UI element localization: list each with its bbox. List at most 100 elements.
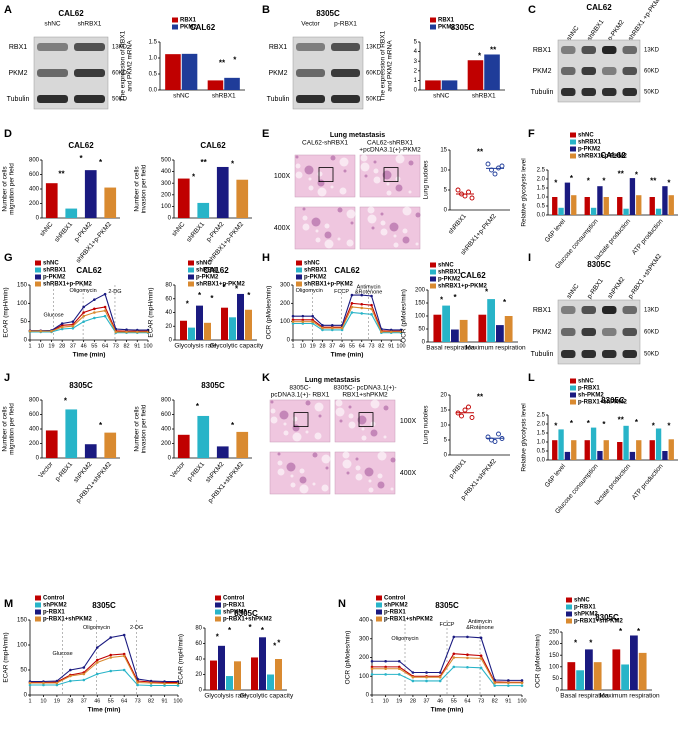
legend-swatch xyxy=(215,616,221,622)
legend-swatch xyxy=(215,602,221,608)
chart-title: CAL62 xyxy=(200,141,226,150)
point xyxy=(176,682,180,685)
panel-label: H xyxy=(262,252,270,264)
point xyxy=(93,307,96,311)
series-line xyxy=(293,302,401,332)
x-tick-label: 100 xyxy=(517,698,526,704)
point xyxy=(95,661,99,664)
bar xyxy=(655,428,662,460)
point xyxy=(466,653,469,656)
tissue-texture xyxy=(350,221,354,225)
bar xyxy=(571,440,577,460)
blot-title: CAL62 xyxy=(586,3,612,12)
y-tick-label: 600 xyxy=(161,412,172,418)
legend-label: shNC xyxy=(304,261,320,267)
bar xyxy=(576,670,584,690)
dot xyxy=(499,436,505,441)
panel-label: I xyxy=(528,252,531,264)
point xyxy=(384,659,387,663)
tissue-texture xyxy=(290,474,294,478)
x-tick-label: lactate production xyxy=(594,463,633,507)
point xyxy=(520,684,524,687)
image-caption: CAL62-shRBX1 xyxy=(302,140,348,147)
point xyxy=(109,653,113,657)
series-line xyxy=(30,293,148,332)
x-tick-label: 55 xyxy=(108,698,114,704)
tissue-texture xyxy=(393,234,397,238)
point xyxy=(60,322,64,325)
tissue-texture xyxy=(317,171,323,177)
size-label: 13KD xyxy=(644,308,660,314)
annotation: * xyxy=(231,160,235,169)
x-tick-label: 73 xyxy=(368,343,374,349)
annotation: * xyxy=(210,294,214,303)
x-tick-label: Glycolytic capacity xyxy=(240,693,294,700)
size-label: 60KD xyxy=(644,330,660,336)
x-tick-label: 73 xyxy=(113,343,119,349)
annotation: * xyxy=(261,626,265,635)
point xyxy=(438,671,442,674)
panel-label: M xyxy=(4,598,13,610)
legend-label: shPKM2 xyxy=(223,610,247,616)
y-tick-label: 400 xyxy=(161,427,172,433)
y-tick-label: 0.0 xyxy=(149,88,158,94)
tissue-texture xyxy=(346,239,354,247)
annotation: ** xyxy=(650,176,657,185)
y-tick-label: 100 xyxy=(280,319,291,325)
legend-swatch xyxy=(188,260,194,266)
y-tick-label: 80 xyxy=(195,626,202,632)
annotation: * xyxy=(192,173,196,182)
tissue-texture xyxy=(295,155,299,159)
series-line xyxy=(30,653,178,684)
annotation: &Rotenone xyxy=(355,290,383,296)
tissue-texture xyxy=(382,170,392,180)
x-tick-label: shRBX1 xyxy=(212,93,236,100)
y-tick-label: 2.0 xyxy=(537,177,546,183)
tissue-texture xyxy=(383,435,387,439)
legend-swatch xyxy=(296,260,302,266)
y-axis-label: migration per field xyxy=(9,163,16,215)
annotation: * xyxy=(570,419,574,428)
y-axis-label: Lung nudoles xyxy=(423,160,430,200)
annotation: Oligomycin xyxy=(83,625,110,631)
bar xyxy=(65,409,78,458)
point xyxy=(146,330,150,334)
point xyxy=(399,330,403,334)
point xyxy=(125,328,128,332)
tissue-texture xyxy=(312,482,316,486)
panel-label: K xyxy=(262,372,270,384)
series-line xyxy=(293,306,401,333)
legend-swatch xyxy=(35,267,41,273)
series-line xyxy=(372,666,522,687)
bar xyxy=(216,446,229,458)
annotation: * xyxy=(64,396,68,405)
y-tick-label: 200 xyxy=(161,192,172,198)
tissue-texture xyxy=(361,427,365,431)
band xyxy=(37,95,68,103)
x-tick-label: 91 xyxy=(388,343,394,349)
x-tick-label: p-RBX1+shPKM2 xyxy=(207,461,245,505)
x-tick-label: shRBX1 xyxy=(53,221,74,244)
legend-swatch xyxy=(430,269,436,275)
y-tick-label: 1.5 xyxy=(537,431,546,437)
image-caption: 8305C- xyxy=(289,385,310,392)
point xyxy=(149,679,153,683)
x-tick-label: G6P level xyxy=(544,217,568,243)
chart-title: 8305C xyxy=(451,23,475,32)
tissue-texture xyxy=(270,416,278,424)
legend-swatch xyxy=(35,274,41,280)
row-label: PKM2 xyxy=(532,68,551,75)
legend-swatch xyxy=(570,378,576,384)
x-tick-label: 64 xyxy=(121,698,127,704)
image-caption: +pcDNA3.1(+)-PKM2 xyxy=(359,147,421,154)
point xyxy=(493,681,497,685)
bar xyxy=(274,659,282,690)
tissue-texture xyxy=(346,471,350,475)
legend-label: p-RBX1+shPKM2 xyxy=(578,400,628,406)
bar xyxy=(425,80,441,90)
y-axis-label: The expression of RBX1 xyxy=(380,30,387,101)
annotation: ** xyxy=(201,158,208,167)
band xyxy=(37,43,68,51)
panel-label: A xyxy=(4,4,12,16)
point xyxy=(370,307,373,311)
